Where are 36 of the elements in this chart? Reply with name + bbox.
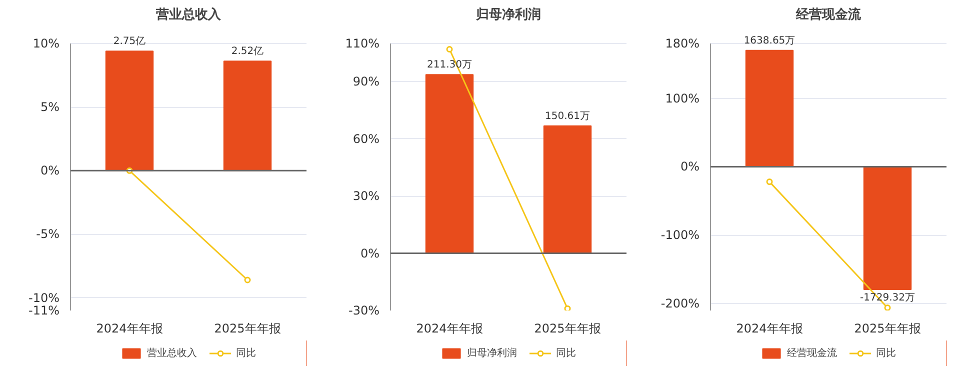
y-tick-label: 110%	[345, 36, 380, 51]
y-tick-label: -100%	[660, 228, 700, 242]
legend-label: 同比	[236, 346, 256, 360]
data-label: 150.61万	[545, 110, 590, 122]
y-tick-label: -5%	[36, 227, 60, 242]
chart-title: 经营现金流	[795, 6, 862, 22]
y-tick-label: 100%	[665, 91, 700, 106]
y-tick-label: -11%	[28, 304, 60, 318]
y-tick-label: 0%	[360, 246, 380, 260]
x-tick-label: 2025年年报	[214, 322, 281, 336]
y-tick-label: -30%	[348, 304, 380, 318]
y-tick-label: 180%	[665, 36, 700, 51]
legend-label: 归母净利润	[467, 346, 517, 360]
x-tick-label: 2025年年报	[534, 322, 601, 336]
y-tick-label: 60%	[352, 132, 380, 146]
data-label: 1638.65万	[744, 35, 796, 46]
legend-label: 营业总收入	[147, 346, 197, 360]
chart-title: 归母净利润	[475, 6, 541, 22]
y-tick-label: 0%	[680, 160, 700, 174]
data-label: 2.75亿	[113, 36, 146, 48]
legend-label: 同比	[876, 346, 896, 360]
x-tick-label: 2024年年报	[736, 322, 803, 336]
y-tick-label: -10%	[28, 290, 60, 305]
chart-title: 营业总收入	[155, 6, 222, 22]
y-tick-label: 30%	[352, 189, 380, 204]
data-label: 2.52亿	[231, 46, 264, 58]
legend-label: 同比	[556, 346, 576, 360]
x-tick-label: 2024年年报	[96, 322, 163, 336]
y-tick-label: 10%	[32, 36, 60, 51]
x-tick-label: 2024年年报	[416, 322, 483, 336]
y-tick-label: 90%	[352, 74, 380, 89]
y-tick-label: 0%	[40, 164, 60, 178]
legend-label: 经营现金流	[787, 346, 837, 360]
x-tick-label: 2025年年报	[854, 322, 921, 336]
y-tick-label: -200%	[660, 296, 700, 311]
y-tick-label: 5%	[40, 100, 60, 114]
